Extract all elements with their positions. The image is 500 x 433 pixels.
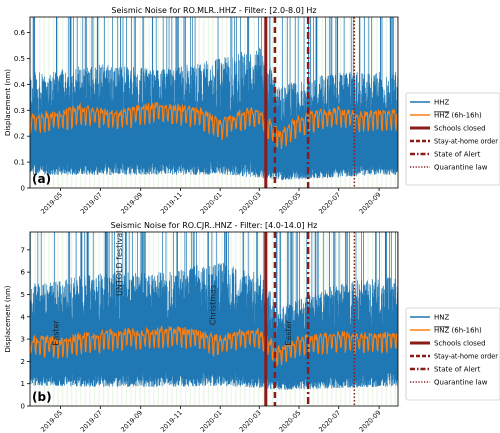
legend: HNZ HNZ (6h-16h) Schools closed Stay-at-hom… <box>405 307 500 401</box>
x-tick-label: 2019-05 <box>39 409 64 433</box>
x-tick-label: 2020-01 <box>199 191 224 216</box>
y-tick-label: 2 <box>21 358 25 366</box>
y-tick-label: 0.1 <box>14 159 25 167</box>
event-lines <box>264 232 356 406</box>
y-tick-label: 0.4 <box>14 81 26 89</box>
series-daytime-monthly-points <box>41 107 380 137</box>
x-tick-label: 2019-11 <box>159 409 184 433</box>
x-tick-label: 2019-05 <box>39 191 64 216</box>
series-daytime-path <box>30 325 398 367</box>
x-tick-label: 2019-09 <box>119 409 144 433</box>
annotation-label: Christmas <box>209 285 218 325</box>
legend-label: Stay-at-home order <box>434 353 498 361</box>
x-tick-label: 2019-11 <box>159 191 184 216</box>
y-tick-label: 0.6 <box>14 29 26 37</box>
x-axis: 2019-05 2019-07 2019-09 2019-11 2020-01 2020-… <box>39 406 383 433</box>
y-axis: 0 1 2 3 4 5 6 7 Displacement (nm) <box>4 246 30 411</box>
y-tick-label: 4 <box>21 313 26 321</box>
legend-label: State of Alert <box>434 151 481 159</box>
y-tick-label: 0 <box>21 185 25 193</box>
event-lines <box>264 17 356 188</box>
series-daytime-hhz <box>30 101 398 149</box>
x-tick-label: 2020-07 <box>317 409 342 433</box>
legend-label: HHZ <box>434 99 450 107</box>
x-tick-label: 2020-05 <box>278 191 303 216</box>
legend-label: Quarantine law <box>434 379 488 387</box>
y-tick-label: 0.5 <box>14 55 25 63</box>
x-tick-label: 2020-09 <box>358 191 383 216</box>
y-axis: 0 0.1 0.2 0.3 0.4 0.5 0.6 Displacement (nm) <box>4 29 30 193</box>
annotation-label: Easter <box>52 319 61 345</box>
chart-title: Seismic Noise for RO.CJR..HNZ - Filter: … <box>111 221 318 230</box>
annotations: Easter UNTOLD festival Christmas Easter <box>52 231 294 346</box>
legend-label: Quarantine law <box>434 164 488 172</box>
legend-frame <box>405 92 500 186</box>
y-axis-label: Displacement (nm) <box>4 285 12 352</box>
legend-label: HHZ (6h-16h) <box>434 112 482 120</box>
axes-frame <box>29 231 399 407</box>
legend-label: HNZ <box>434 314 450 322</box>
x-tick-label: 2019-07 <box>79 191 104 216</box>
x-tick-label: 2019-07 <box>79 409 104 433</box>
x-tick-label: 2020-03 <box>238 191 263 216</box>
x-tick-label: 2020-07 <box>317 191 342 216</box>
x-tick-label: 2020-01 <box>199 409 224 433</box>
x-tick-label: 2020-05 <box>278 409 303 433</box>
legend-label: Schools closed <box>434 125 486 133</box>
annotation-label: UNTOLD festival <box>115 231 124 296</box>
chart-title: Seismic Noise for RO.MLR..HHZ - Filter: … <box>111 6 316 15</box>
y-tick-label: 0 <box>21 403 25 411</box>
x-tick-label: 2020-09 <box>358 409 383 433</box>
legend-label: Stay-at-home order <box>434 138 498 146</box>
y-tick-label: 3 <box>21 336 25 344</box>
y-tick-label: 0.3 <box>14 107 25 115</box>
legend: HHZ HHZ (6h-16h) Schools closed Stay-at-hom… <box>405 92 500 186</box>
y-tick-label: 0.2 <box>14 133 25 141</box>
y-tick-label: 7 <box>21 246 25 254</box>
axes-frame <box>29 16 399 189</box>
x-tick-label: 2019-09 <box>119 191 144 216</box>
y-axis-label: Displacement (nm) <box>4 69 12 136</box>
legend-label: State of Alert <box>434 366 481 374</box>
series-daytime-path <box>30 101 398 149</box>
x-axis: 2019-05 2019-07 2019-09 2019-11 2020-01 2020-… <box>39 188 383 216</box>
x-tick-label: 2020-03 <box>238 409 263 433</box>
series-daytime-monthly-points <box>41 332 380 353</box>
annotation-label: Easter <box>284 319 293 345</box>
panel-label: (b) <box>32 390 52 404</box>
series-daytime-hnz <box>30 325 398 367</box>
y-tick-label: 5 <box>21 291 25 299</box>
legend-label: HNZ (6h-16h) <box>434 327 482 335</box>
chart-panel-b: Easter UNTOLD festival Christmas Easter 0 1 2 3… <box>4 221 500 433</box>
y-tick-label: 6 <box>21 269 26 277</box>
legend-frame <box>405 307 500 401</box>
panel-label: (a) <box>32 172 51 186</box>
chart-panel-a: 0 0.1 0.2 0.3 0.4 0.5 0.6 Displacement (nm) 2019… <box>4 6 500 216</box>
y-tick-label: 1 <box>21 380 25 388</box>
legend-label: Schools closed <box>434 340 486 348</box>
